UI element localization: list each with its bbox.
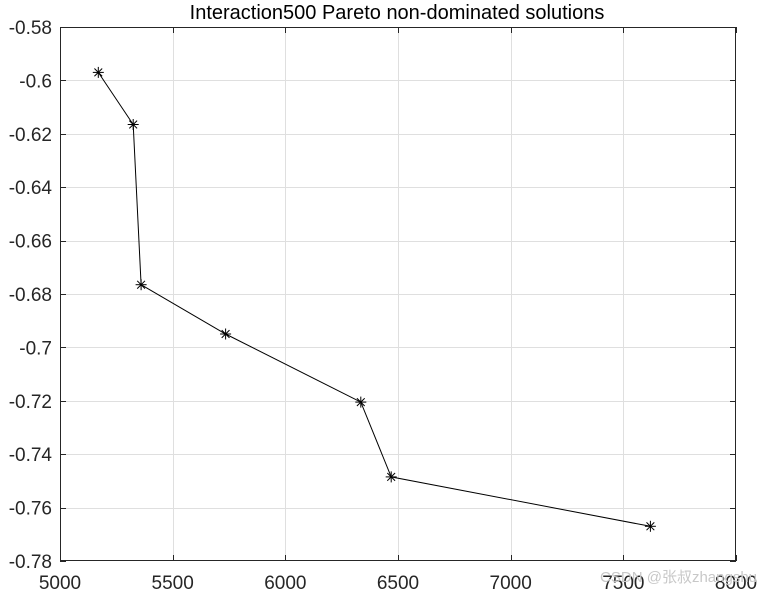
- y-tick-label: -0.62: [9, 125, 52, 146]
- grid-lines: [60, 27, 736, 561]
- y-tick-label: -0.7: [19, 338, 52, 359]
- x-tick-label: 5000: [39, 573, 81, 594]
- x-tick-label: 7500: [602, 573, 644, 594]
- y-tick-label: -0.66: [9, 232, 52, 253]
- y-tick-label: -0.72: [9, 392, 52, 413]
- x-axis-tick-labels: 5000 5500 6000 6500 7000 7500 8000: [39, 573, 757, 594]
- watermark: CSDN @张叔zhangshu: [600, 569, 757, 586]
- x-tick-label: 7000: [490, 573, 532, 594]
- x-tick-label: 8000: [715, 573, 757, 594]
- data-point-asterisk: [355, 396, 367, 408]
- data-point-asterisk: [135, 279, 147, 291]
- data-series: [92, 66, 656, 532]
- data-point-asterisk: [644, 520, 656, 532]
- y-tick-label: -0.6: [19, 71, 52, 92]
- data-point-asterisk: [220, 328, 232, 340]
- chart-title: Interaction500 Pareto non-dominated solu…: [190, 2, 605, 24]
- y-tick-label: -0.76: [9, 499, 52, 520]
- x-tick-label: 6500: [377, 573, 419, 594]
- axis-ticks: [60, 27, 737, 562]
- y-axis-tick-labels: -0.58 -0.6 -0.62 -0.64 -0.66 -0.68 -0.7 -0.72 -0…: [9, 18, 53, 573]
- y-tick-label: -0.58: [9, 18, 52, 39]
- data-point-asterisk: [127, 119, 139, 130]
- y-tick-label: -0.68: [9, 285, 52, 306]
- y-tick-label: -0.64: [9, 178, 53, 199]
- data-point-asterisk: [92, 66, 104, 78]
- x-tick-label: 6000: [264, 573, 306, 594]
- x-tick-label: 5500: [152, 573, 194, 594]
- data-point-asterisk: [385, 471, 397, 483]
- y-tick-label: -0.74: [9, 445, 53, 466]
- y-tick-label: -0.78: [9, 552, 52, 573]
